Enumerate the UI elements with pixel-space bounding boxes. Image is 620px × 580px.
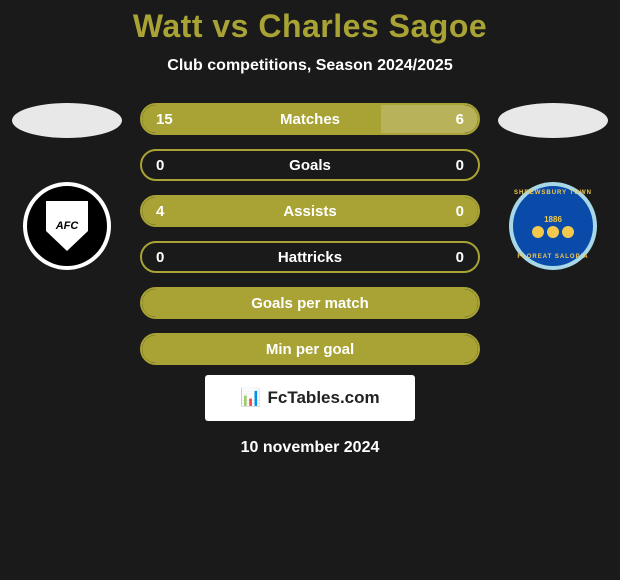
right-player-photo-placeholder [498,103,608,138]
date-text: 10 november 2024 [241,439,380,457]
main-row: AFC 156Matches 00Goals 40Assists 00Hattrick… [0,103,620,365]
page-title: Watt vs Charles Sagoe [133,8,487,45]
stat-bar: Min per goal [140,333,480,365]
source-logo-text: FcTables.com [268,388,380,408]
right-crest-top-text: SHREWSBURY TOWN [514,190,592,196]
left-club-crest: AFC [23,182,111,270]
lion-icon [532,226,544,238]
source-logo: 📊 FcTables.com [205,375,415,421]
stat-bar: 00Goals [140,149,480,181]
stat-label: Matches [142,111,478,128]
right-crest-inner: SHREWSBURY TOWN 1886 FLOREAT SALOPIA [513,186,593,266]
left-crest-text: AFC [56,220,79,232]
right-crest-bottom-text: FLOREAT SALOPIA [517,254,588,260]
right-crest-lions [532,226,574,238]
page-subtitle: Club competitions, Season 2024/2025 [167,57,452,75]
comparison-card: Watt vs Charles Sagoe Club competitions,… [0,0,620,580]
lion-icon [547,226,559,238]
left-crest-shield: AFC [46,201,88,251]
stat-label: Min per goal [142,341,478,358]
bar-chart-icon: 📊 [240,388,261,408]
stat-label: Goals per match [142,295,478,312]
stats-bars: 156Matches 00Goals 40Assists 00Hattricks Goa… [140,103,480,365]
stat-bar: Goals per match [140,287,480,319]
right-player-col: SHREWSBURY TOWN 1886 FLOREAT SALOPIA [498,103,608,270]
stat-bar: 40Assists [140,195,480,227]
stat-bar: 00Hattricks [140,241,480,273]
left-player-photo-placeholder [12,103,122,138]
stat-label: Assists [142,203,478,220]
stat-label: Goals [142,157,478,174]
lion-icon [562,226,574,238]
left-player-col: AFC [12,103,122,270]
stat-bar: 156Matches [140,103,480,135]
right-club-crest: SHREWSBURY TOWN 1886 FLOREAT SALOPIA [509,182,597,270]
stat-label: Hattricks [142,249,478,266]
right-crest-year: 1886 [544,215,562,224]
